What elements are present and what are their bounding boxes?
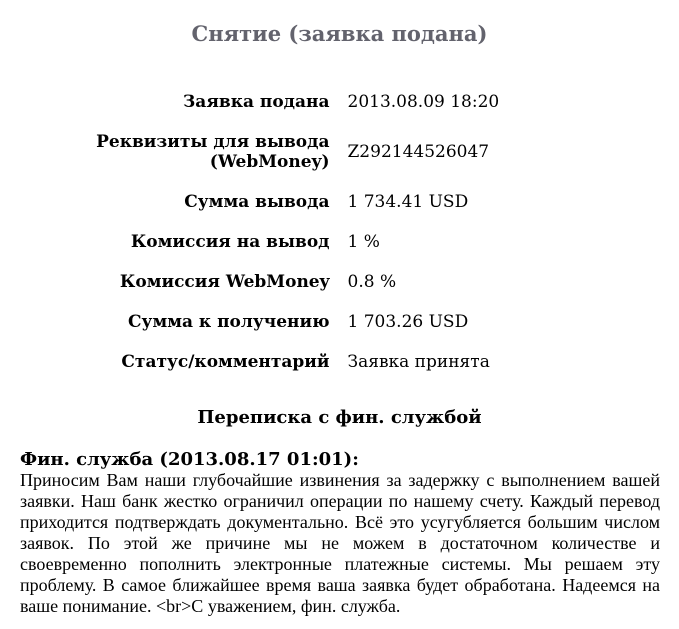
- row-label-withdrawal-amount: Сумма вывода: [0, 182, 340, 222]
- row-label-webmoney-fee: Комиссия WebMoney: [0, 262, 340, 302]
- row-value-withdrawal-amount: 1 734.41 USD: [340, 182, 679, 222]
- message-body: Приносим Вам наши глубочайшие извинения …: [20, 470, 660, 617]
- row-label-amount-to-receive: Сумма к получению: [0, 302, 340, 342]
- table-row: Сумма вывода 1 734.41 USD: [0, 182, 679, 222]
- table-row: Комиссия WebMoney 0.8 %: [0, 262, 679, 302]
- correspondence-title: Переписка с фин. службой: [0, 408, 679, 428]
- withdrawal-details-table: Заявка подана 2013.08.09 18:20 Реквизиты…: [0, 82, 679, 382]
- withdrawal-status-page: Снятие (заявка подана) Заявка подана 201…: [0, 20, 679, 617]
- row-label-withdrawal-fee: Комиссия на вывод: [0, 222, 340, 262]
- row-value-status-comment: Заявка принята: [340, 342, 679, 382]
- row-value-amount-to-receive: 1 703.26 USD: [340, 302, 679, 342]
- table-row: Комиссия на вывод 1 %: [0, 222, 679, 262]
- finance-service-message: Фин. служба (2013.08.17 01:01): Приносим…: [20, 449, 660, 617]
- row-label-request-submitted: Заявка подана: [0, 82, 340, 122]
- table-row: Статус/комментарий Заявка принята: [0, 342, 679, 382]
- table-row: Реквизиты для вывода (WebMoney) Z2921445…: [0, 122, 679, 182]
- row-value-request-submitted: 2013.08.09 18:20: [340, 82, 679, 122]
- row-value-withdrawal-details: Z292144526047: [340, 122, 679, 182]
- row-label-status-comment: Статус/комментарий: [0, 342, 340, 382]
- row-label-withdrawal-details: Реквизиты для вывода (WebMoney): [0, 122, 340, 182]
- page-title: Снятие (заявка подана): [0, 20, 679, 48]
- table-row: Сумма к получению 1 703.26 USD: [0, 302, 679, 342]
- message-author-line: Фин. служба (2013.08.17 01:01):: [20, 449, 660, 470]
- row-value-withdrawal-fee: 1 %: [340, 222, 679, 262]
- table-row: Заявка подана 2013.08.09 18:20: [0, 82, 679, 122]
- row-value-webmoney-fee: 0.8 %: [340, 262, 679, 302]
